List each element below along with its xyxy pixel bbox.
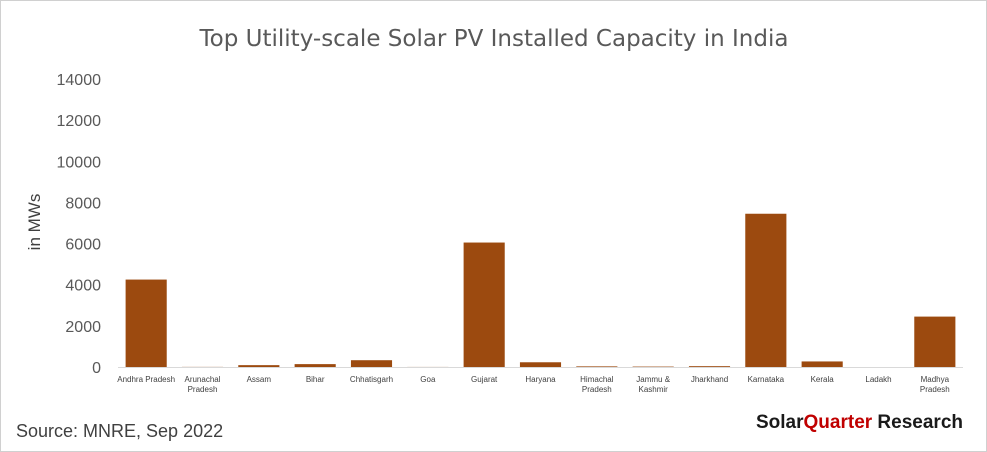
x-tick-label: Assam xyxy=(247,375,272,384)
brand-quarter: Quarter xyxy=(804,412,873,433)
bar xyxy=(519,362,562,367)
y-tick-label: 10000 xyxy=(57,154,102,171)
y-tick-label: 2000 xyxy=(65,319,101,336)
y-axis-ticks: 0 2000 4000 6000 8000 10000 12000 14000 xyxy=(57,72,102,377)
y-tick-label: 14000 xyxy=(57,72,102,89)
y-tick-label: 12000 xyxy=(57,113,102,130)
bars-group xyxy=(125,213,956,367)
x-tick-label: Jharkhand xyxy=(691,375,728,384)
x-tick-label: Gujarat xyxy=(471,375,498,384)
brand-solar: Solar xyxy=(756,412,804,433)
x-tick-label: Kerala xyxy=(811,375,835,384)
brand-logo: SolarQuarter Research xyxy=(756,412,963,433)
x-tick-label: Andhra Pradesh xyxy=(117,375,175,384)
bar xyxy=(294,364,336,367)
x-tick-label: Bihar xyxy=(306,375,325,384)
x-tick-label: Chhatisgarh xyxy=(350,375,393,384)
bar xyxy=(914,316,956,367)
x-tick-label: Arunachal Pradesh xyxy=(184,375,220,394)
bar xyxy=(238,365,280,367)
chart-title: Top Utility-scale Solar PV Installed Cap… xyxy=(199,26,789,52)
y-tick-label: 0 xyxy=(92,360,101,377)
x-tick-label: Karnataka xyxy=(748,375,785,384)
x-tick-label: Himachal Pradesh xyxy=(580,375,614,394)
y-tick-label: 6000 xyxy=(65,237,101,254)
bar xyxy=(745,213,787,367)
brand-research: Research xyxy=(872,412,963,433)
x-tick-label: Ladakh xyxy=(865,375,891,384)
bar xyxy=(125,279,167,367)
source-note: Source: MNRE, Sep 2022 xyxy=(16,421,223,441)
y-tick-label: 8000 xyxy=(65,195,101,212)
bar xyxy=(576,366,618,367)
bar xyxy=(463,242,505,367)
x-tick-label: Haryana xyxy=(525,375,556,384)
x-tick-label: Jammu & Kashmir xyxy=(636,375,670,394)
bar xyxy=(688,366,731,367)
bar xyxy=(801,361,843,367)
x-axis-ticks: Andhra Pradesh Arunachal Pradesh Assam Bihar… xyxy=(117,375,949,394)
y-axis-label: in MWs xyxy=(25,194,44,251)
bar xyxy=(350,360,393,367)
x-tick-label: Goa xyxy=(420,375,436,384)
y-tick-label: 4000 xyxy=(65,278,101,295)
x-tick-label: Madhya Pradesh xyxy=(920,375,950,394)
